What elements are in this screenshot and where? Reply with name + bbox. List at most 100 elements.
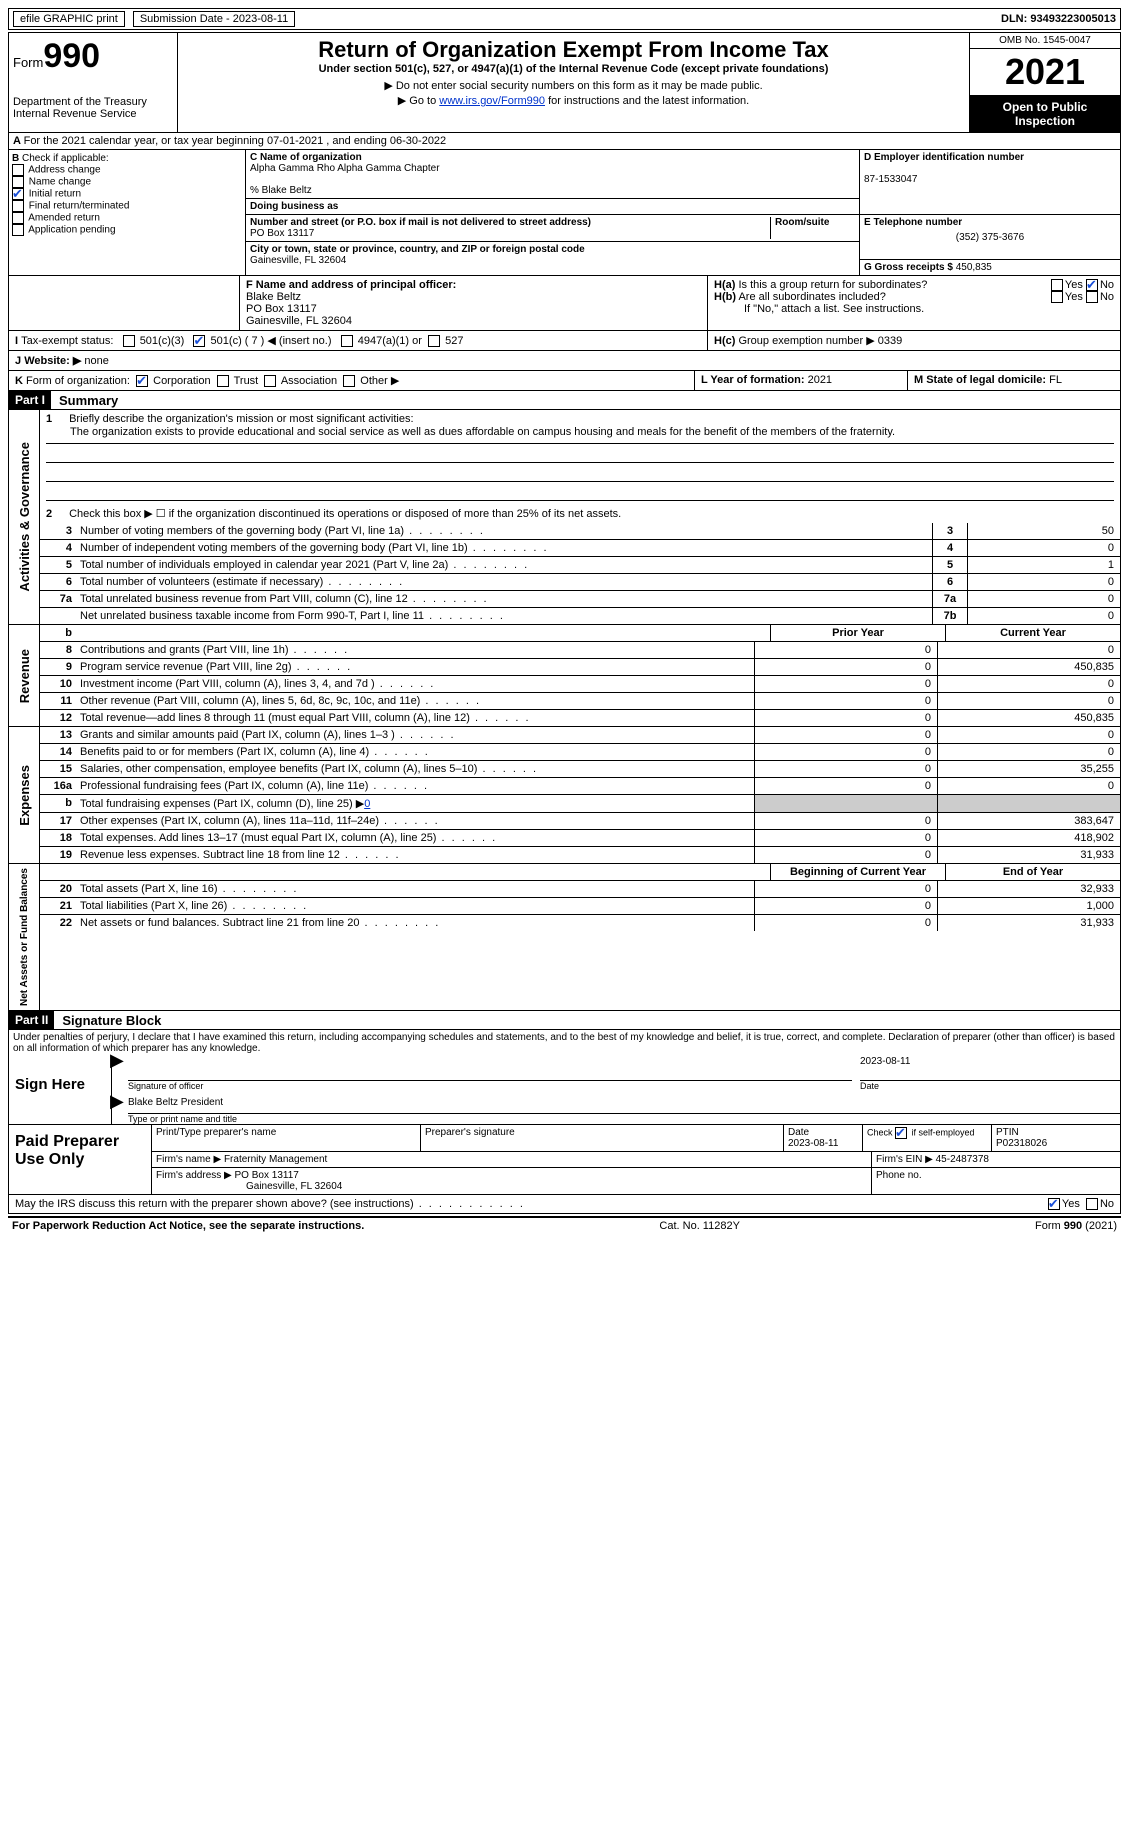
irs-link[interactable]: www.irs.gov/Form990 (439, 95, 545, 107)
top-bar: efile GRAPHIC print Submission Date - 20… (8, 8, 1121, 30)
netassets-section: Net Assets or Fund Balances Beginning of… (8, 864, 1121, 1011)
cb-other[interactable] (343, 375, 355, 387)
ha-no: No (1100, 279, 1114, 291)
firm-name-label: Firm's name ▶ (156, 1154, 221, 1165)
prep-date-label: Date (788, 1127, 809, 1138)
tax-year: 2021 (970, 49, 1120, 96)
side-expenses: Expenses (15, 761, 34, 830)
hb-note: If "No," attach a list. See instructions… (714, 303, 1114, 315)
signature-section: Sign Here ▶ Signature of officer 2023-08… (8, 1056, 1121, 1195)
street-label: Number and street (or P.O. box if mail i… (250, 217, 591, 228)
section-klm: K Form of organization: Corporation Trus… (8, 371, 1121, 391)
ein-label: D Employer identification number (864, 152, 1024, 163)
cb-discuss-no[interactable] (1086, 1198, 1098, 1210)
officer-street: PO Box 13117 (246, 303, 317, 315)
phone-value: (352) 375-3676 (864, 232, 1116, 243)
cb-amended[interactable] (12, 212, 24, 224)
officer-name: Blake Beltz (246, 291, 301, 303)
cb-discuss-yes[interactable] (1048, 1198, 1060, 1210)
opt-501c3: 501(c)(3) (140, 335, 185, 347)
side-revenue: Revenue (15, 645, 34, 707)
opt-app-pending: Application pending (28, 225, 115, 236)
opt-4947: 4947(a)(1) or (358, 335, 422, 347)
sig-date-label: Date (860, 1081, 1120, 1091)
cb-ha-yes[interactable] (1051, 279, 1063, 291)
opt-name-change: Name change (29, 177, 91, 188)
public-inspection: Open to Public Inspection (970, 96, 1120, 132)
mission-text: The organization exists to provide educa… (46, 425, 1114, 444)
year-formation-label: L Year of formation: (701, 374, 805, 386)
col-end: End of Year (945, 864, 1120, 880)
col-prior: Prior Year (770, 625, 945, 641)
opt-501c: 501(c) ( 7 ) ◀ (insert no.) (211, 335, 332, 347)
omb-number: OMB No. 1545-0047 (970, 33, 1120, 49)
cb-address-change[interactable] (12, 164, 24, 176)
cb-final-return[interactable] (12, 200, 24, 212)
prep-name-label: Print/Type preparer's name (152, 1125, 421, 1152)
org-name-label: C Name of organization (250, 152, 362, 163)
gross-receipts-label: G Gross receipts $ (864, 262, 953, 273)
cb-corp[interactable] (136, 375, 148, 387)
room-label: Room/suite (775, 217, 829, 228)
opt-initial-return: Initial return (29, 189, 81, 200)
ha-yes: Yes (1065, 279, 1083, 291)
form-title: Return of Organization Exempt From Incom… (182, 37, 965, 63)
form-number: 990 (43, 37, 100, 75)
footer-right: Form 990 (2021) (1035, 1220, 1117, 1232)
submission-date-button[interactable]: Submission Date - 2023-08-11 (133, 11, 295, 27)
line16b-link[interactable]: 0 (364, 798, 370, 810)
opt-other: Other ▶ (360, 375, 399, 387)
opt-amended: Amended return (28, 213, 100, 224)
section-i: I Tax-exempt status: 501(c)(3) 501(c) ( … (8, 331, 1121, 351)
form-word: Form (13, 55, 43, 70)
year-formation-value: 2021 (808, 374, 832, 386)
firm-ein-label: Firm's EIN ▶ (876, 1154, 933, 1165)
sig-officer-label: Signature of officer (128, 1081, 852, 1091)
cb-501c3[interactable] (123, 335, 135, 347)
section-a: A For the 2021 calendar year, or tax yea… (8, 133, 1121, 150)
opt-assoc: Association (281, 375, 337, 387)
line16b-label: Total fundraising expenses (Part IX, col… (80, 798, 364, 810)
cb-assoc[interactable] (264, 375, 276, 387)
officer-label: F Name and address of principal officer: (246, 279, 456, 291)
cb-trust[interactable] (217, 375, 229, 387)
goto-pre: Go to (409, 95, 439, 107)
side-netassets: Net Assets or Fund Balances (17, 864, 32, 1010)
line2-text: Check this box ▶ ☐ if the organization d… (69, 508, 621, 520)
cb-self-employed[interactable] (895, 1127, 907, 1139)
cb-app-pending[interactable] (12, 224, 24, 236)
officer-city: Gainesville, FL 32604 (246, 315, 352, 327)
section-bcd: B Check if applicable: Address change Na… (8, 150, 1121, 276)
city-label: City or town, state or province, country… (250, 244, 585, 255)
cb-initial-return[interactable] (12, 188, 24, 200)
part2-header-row: Part II Signature Block (8, 1011, 1121, 1030)
tax-status-label: Tax-exempt status: (21, 335, 113, 347)
cb-ha-no[interactable] (1086, 279, 1098, 291)
part1-title: Summary (51, 393, 118, 408)
footer-left: For Paperwork Reduction Act Notice, see … (12, 1220, 364, 1232)
part1-label: Part I (9, 391, 51, 409)
care-of: % Blake Beltz (250, 185, 312, 196)
efile-print-button[interactable]: efile GRAPHIC print (13, 11, 125, 27)
dept-treasury: Department of the Treasury Internal Reve… (13, 96, 173, 120)
firm-phone-label: Phone no. (872, 1168, 1120, 1194)
street-value: PO Box 13117 (250, 228, 314, 239)
website-label: Website: ▶ (24, 355, 81, 367)
cb-4947[interactable] (341, 335, 353, 347)
goto-post: for instructions and the latest informat… (545, 95, 749, 107)
opt-final-return: Final return/terminated (29, 201, 130, 212)
cb-527[interactable] (428, 335, 440, 347)
hb-yes: Yes (1065, 291, 1083, 303)
city-value: Gainesville, FL 32604 (250, 255, 346, 266)
state-domicile-label: M State of legal domicile: (914, 374, 1046, 386)
dba-label: Doing business as (250, 201, 338, 212)
cb-hb-yes[interactable] (1051, 291, 1063, 303)
cb-hb-no[interactable] (1086, 291, 1098, 303)
cb-501c[interactable] (193, 335, 205, 347)
phone-label: E Telephone number (864, 217, 962, 228)
revenue-section: Revenue b Prior Year Current Year 8 Cont… (8, 625, 1121, 727)
line1-label: Briefly describe the organization's miss… (69, 413, 413, 425)
expenses-section: Expenses 13 Grants and similar amounts p… (8, 727, 1121, 864)
form-org-label: Form of organization: (26, 375, 130, 387)
org-name: Alpha Gamma Rho Alpha Gamma Chapter (250, 163, 440, 174)
